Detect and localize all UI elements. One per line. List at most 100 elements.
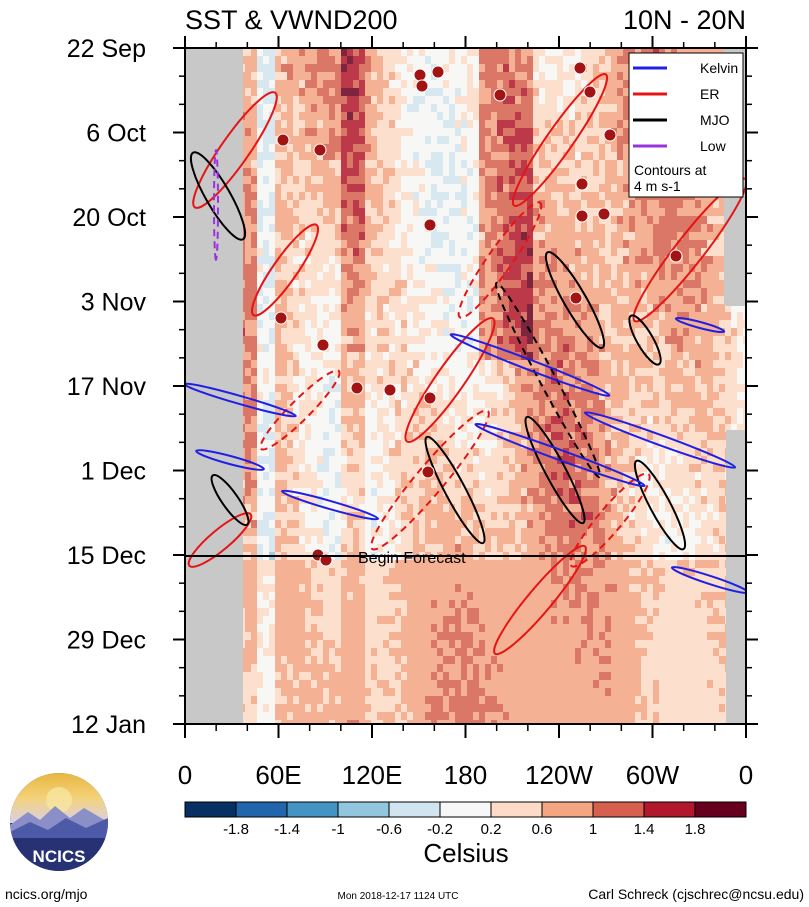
contour-kelvin xyxy=(195,449,265,471)
legend-label-kelvin: Kelvin xyxy=(700,60,738,76)
storm-marker xyxy=(413,68,427,82)
ncics-logo: NCICS xyxy=(10,773,108,871)
contour-mjo xyxy=(424,435,486,545)
contour-mjo xyxy=(189,151,247,241)
y-tick-label: 1 Dec xyxy=(81,458,146,486)
legend-label-low: Low xyxy=(700,138,727,154)
contour-er xyxy=(457,201,543,319)
chart-title-right: 10N - 20N xyxy=(623,5,746,35)
x-tick-label: 120E xyxy=(342,760,403,790)
colorbar-tick-label: 0.2 xyxy=(481,821,502,838)
contour-er xyxy=(404,317,496,443)
contour-mjo xyxy=(210,474,250,526)
legend-box xyxy=(628,52,744,198)
y-tick-label: 17 Nov xyxy=(67,373,147,401)
y-tick-label: 22 Sep xyxy=(67,35,146,63)
contour-kelvin xyxy=(280,489,380,521)
colorbar-swatch xyxy=(337,801,390,818)
contour-er xyxy=(259,369,341,451)
contour-er xyxy=(493,544,587,656)
footer-left: ncics.org/mjo xyxy=(5,886,88,902)
colorbar-swatch xyxy=(184,801,237,818)
contour-kelvin xyxy=(670,566,746,594)
storm-marker xyxy=(583,85,597,99)
colorbar-tick-label: -1 xyxy=(331,821,344,838)
y-tick-label: 20 Oct xyxy=(72,204,146,232)
contour-kelvin xyxy=(583,411,737,469)
colorbar-tick-label: -0.2 xyxy=(427,821,453,838)
legend-note-line2: 4 m s-1 xyxy=(634,178,681,194)
y-tick-label: 29 Dec xyxy=(67,627,146,655)
storm-marker xyxy=(575,209,589,223)
storm-marker xyxy=(569,291,583,305)
contour-kelvin xyxy=(449,333,611,397)
storm-marker xyxy=(573,61,587,75)
contour-mjo xyxy=(544,251,606,349)
colorbar-swatch xyxy=(541,801,594,818)
storm-marker xyxy=(423,218,437,232)
colorbar-tick-label: -1.4 xyxy=(274,821,300,838)
storm-marker xyxy=(493,88,507,102)
legend-label-er: ER xyxy=(700,86,719,102)
x-tick-label: 60W xyxy=(626,760,680,790)
footer-center: Mon 2018-12-17 1124 UTC xyxy=(338,891,459,902)
land-mask-africa xyxy=(185,48,243,724)
colorbar-swatch xyxy=(439,801,492,818)
legend: Kelvin ER MJO Low Contours at 4 m s-1 xyxy=(628,52,744,198)
contour-low xyxy=(213,149,219,261)
storm-marker xyxy=(316,338,330,352)
colorbar-swatch xyxy=(235,801,288,818)
colorbar-swatch xyxy=(490,801,543,818)
y-tick-label: 6 Oct xyxy=(86,120,146,148)
begin-forecast-label: Begin Forecast xyxy=(358,550,466,567)
y-axis: 22 Sep 6 Oct 20 Oct 3 Nov 17 Nov 1 Dec 15 Dec 2… xyxy=(67,35,758,739)
storm-marker xyxy=(313,143,327,157)
colorbar: -1.8 -1.4 -1 -0.6 -0.2 0.2 0.6 1 1.4 1.8 xyxy=(184,801,747,838)
x-tick-label: 180 xyxy=(444,760,487,790)
colorbar-tick-label: -1.8 xyxy=(223,821,249,838)
colorbar-swatch xyxy=(286,801,339,818)
storm-tracks xyxy=(274,61,683,567)
contour-er xyxy=(250,223,320,317)
colorbar-swatch xyxy=(694,801,747,818)
chart-title-left: SST & VWND200 xyxy=(185,5,398,35)
storm-marker xyxy=(597,207,611,221)
contour-mjo xyxy=(633,459,687,551)
storm-marker xyxy=(431,65,445,79)
legend-note-line1: Contours at xyxy=(634,162,706,178)
contour-er xyxy=(192,91,278,209)
storm-marker xyxy=(421,465,435,479)
colorbar-swatch xyxy=(592,801,645,818)
storm-marker xyxy=(423,391,437,405)
contour-kelvin xyxy=(674,316,726,334)
y-tick-label: 15 Dec xyxy=(67,542,146,570)
colorbar-tick-label: 0.6 xyxy=(532,821,553,838)
contour-mjo xyxy=(524,415,586,525)
contour-mjo xyxy=(494,281,602,479)
storm-marker xyxy=(274,311,288,325)
contour-mjo xyxy=(628,314,662,366)
colorbar-swatch xyxy=(388,801,441,818)
footer-right: Carl Schreck (cjschrec@ncsu.edu) xyxy=(588,886,804,902)
storm-marker xyxy=(276,133,290,147)
storm-marker xyxy=(575,177,589,191)
contour-er xyxy=(187,512,253,568)
x-axis: 0 60E 120E 180 120W 60W 0 xyxy=(178,36,753,790)
storm-marker xyxy=(603,128,617,142)
colorbar-swatch xyxy=(643,801,696,818)
colorbar-tick-label: -0.6 xyxy=(376,821,402,838)
colorbar-tick-label: 1.8 xyxy=(685,821,706,838)
x-tick-label: 60E xyxy=(255,760,301,790)
x-tick-label: 0 xyxy=(739,760,753,790)
x-tick-label: 120W xyxy=(525,760,593,790)
contour-er xyxy=(511,73,609,207)
contour-er xyxy=(569,472,651,568)
contour-er xyxy=(370,409,490,551)
storm-marker xyxy=(669,249,683,263)
y-tick-label: 12 Jan xyxy=(71,711,146,739)
contour-kelvin xyxy=(185,382,297,418)
wave-contours xyxy=(185,73,746,656)
storm-marker xyxy=(415,79,429,93)
storm-marker xyxy=(383,383,397,397)
